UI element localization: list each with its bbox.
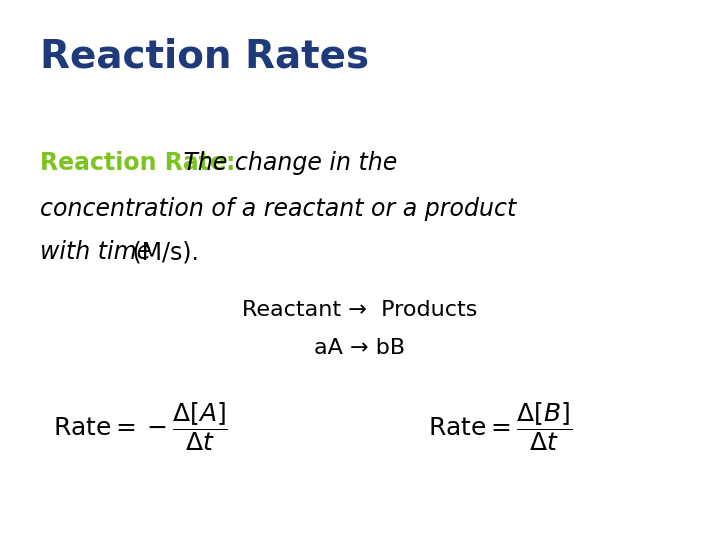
- Text: $\mathrm{Rate} = -\dfrac{\Delta[A]}{\Delta t}$: $\mathrm{Rate} = -\dfrac{\Delta[A]}{\Del…: [53, 400, 228, 453]
- Text: Reaction Rate:: Reaction Rate:: [40, 151, 235, 175]
- Text: Reactant →  Products: Reactant → Products: [243, 300, 477, 320]
- Text: with time: with time: [40, 240, 150, 264]
- Text: (M/s).: (M/s).: [125, 240, 199, 264]
- Text: aA → bB: aA → bB: [315, 338, 405, 357]
- Text: The change in the: The change in the: [176, 151, 397, 175]
- Text: $\mathrm{Rate} = \dfrac{\Delta[B]}{\Delta t}$: $\mathrm{Rate} = \dfrac{\Delta[B]}{\Delt…: [428, 400, 572, 453]
- Text: Reaction Rates: Reaction Rates: [40, 38, 369, 76]
- Text: concentration of a reactant or a product: concentration of a reactant or a product: [40, 197, 516, 221]
